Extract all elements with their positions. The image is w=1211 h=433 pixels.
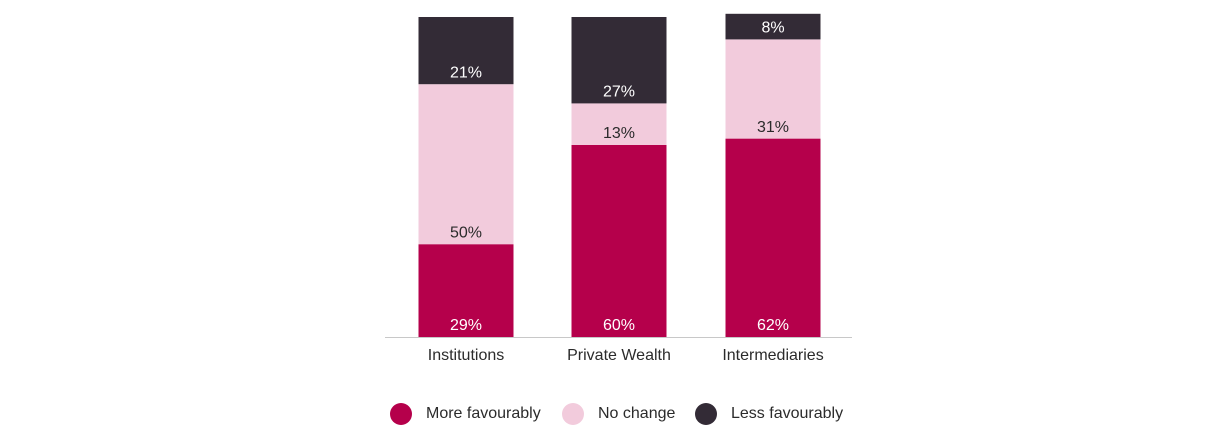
bar-segment — [418, 244, 514, 337]
bar-segment — [571, 103, 667, 145]
value-label: 8% — [761, 20, 784, 37]
value-label: 50% — [450, 224, 482, 241]
x-tick-label: Institutions — [428, 347, 504, 364]
value-label: 62% — [757, 317, 789, 334]
bar-segment — [725, 13, 821, 40]
bar-segment — [725, 138, 821, 337]
x-tick-label: Private Wealth — [567, 347, 671, 364]
legend-label: More favourably — [426, 405, 541, 422]
value-label: 21% — [450, 64, 482, 81]
legend-marker — [562, 403, 584, 425]
value-label: 60% — [603, 317, 635, 334]
legend-label: No change — [598, 405, 675, 422]
legend-marker — [695, 403, 717, 425]
bar-segment — [571, 145, 667, 337]
bar-segment — [418, 84, 514, 245]
value-label: 13% — [603, 125, 635, 142]
x-tick-label: Intermediaries — [722, 347, 823, 364]
legend-label: Less favourably — [731, 405, 843, 422]
bar-segment — [725, 39, 821, 139]
bar-segment — [571, 17, 667, 104]
value-label: 29% — [450, 317, 482, 334]
value-label: 27% — [603, 84, 635, 101]
bar-segment — [418, 17, 514, 85]
legend-marker — [390, 403, 412, 425]
value-label: 31% — [757, 119, 789, 136]
